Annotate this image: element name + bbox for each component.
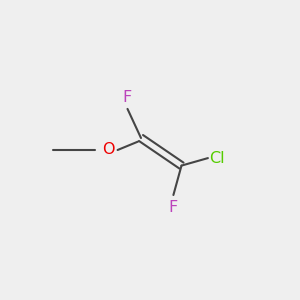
- Text: Cl: Cl: [209, 151, 225, 166]
- Text: F: F: [169, 200, 178, 214]
- Text: F: F: [123, 90, 132, 105]
- Text: O: O: [102, 142, 114, 158]
